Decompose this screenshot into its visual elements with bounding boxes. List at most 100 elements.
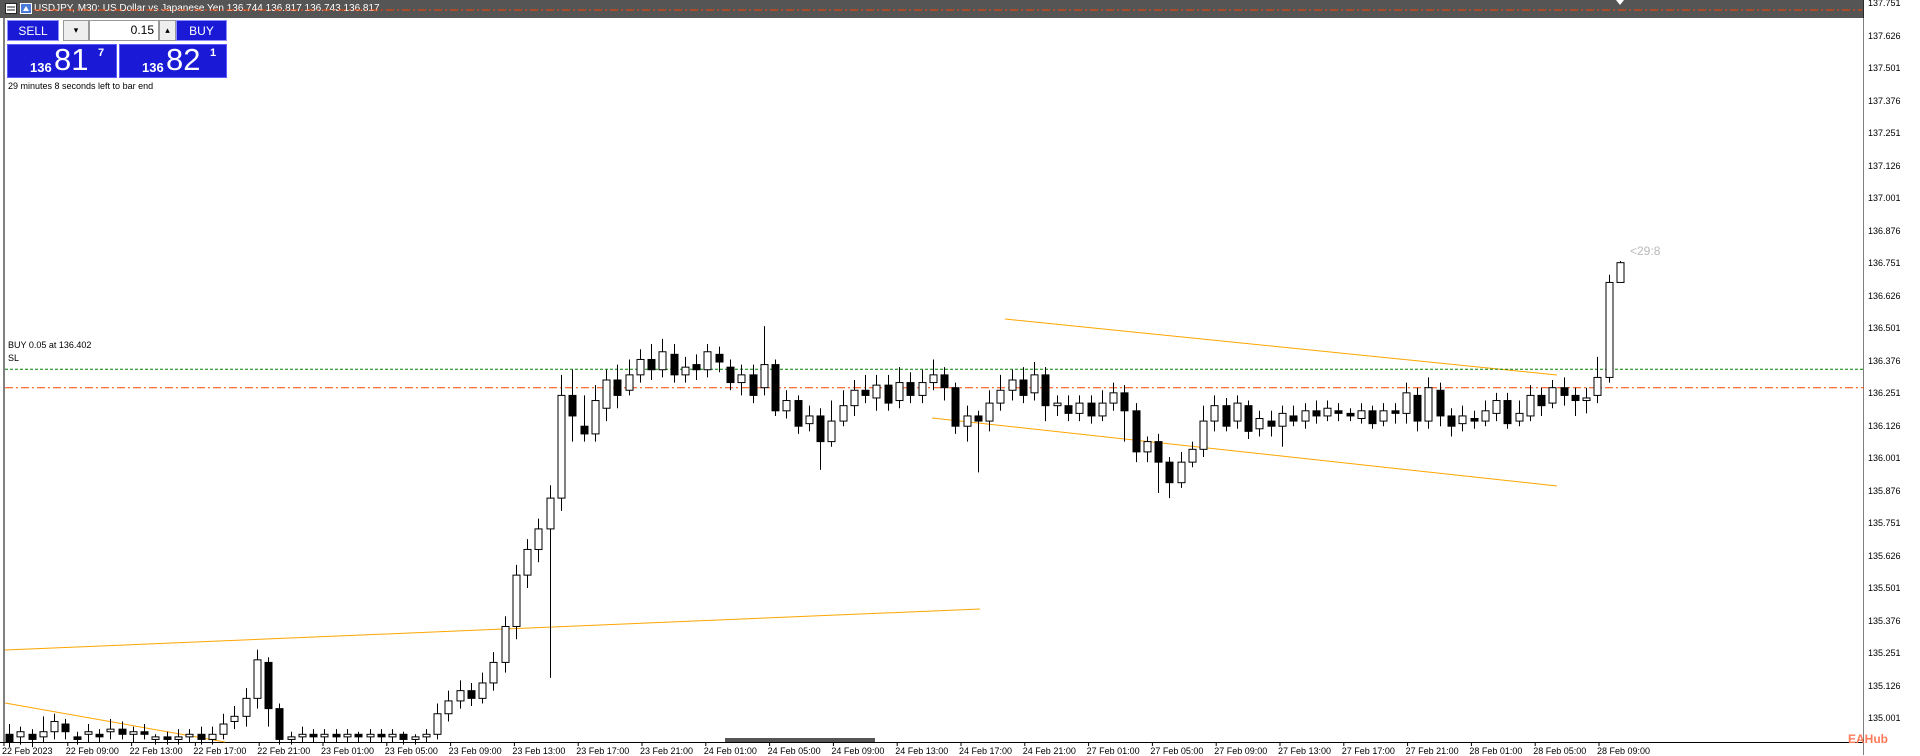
candle-body[interactable] [625,374,634,391]
candle-body[interactable] [1346,412,1355,417]
candle-body[interactable] [726,366,735,384]
candle-body[interactable] [467,690,476,699]
candle-body[interactable] [760,364,769,389]
candle-body[interactable] [129,731,138,735]
candle-body[interactable] [1503,400,1512,425]
candle-body[interactable] [50,720,59,733]
candle-body[interactable] [1548,387,1557,404]
candle-body[interactable] [354,733,363,738]
candle-body[interactable] [73,736,82,740]
candle-body[interactable] [1233,402,1242,422]
candle-body[interactable] [895,382,904,402]
candle-body[interactable] [512,574,521,627]
candle-body[interactable] [174,736,183,740]
candle-body[interactable] [692,364,701,371]
candle-body[interactable] [816,415,825,443]
candle-body[interactable] [219,723,228,735]
shift-marker-icon[interactable] [1616,0,1624,5]
candle-body[interactable] [1267,420,1276,427]
candle-body[interactable] [118,728,127,735]
candle-body[interactable] [197,733,206,740]
candle-body[interactable] [264,661,273,710]
candle-body[interactable] [1436,389,1445,417]
candle-body[interactable] [320,733,329,738]
candle-body[interactable] [1391,410,1400,414]
candle-body[interactable] [715,353,724,363]
buy-price-quote[interactable]: 136 82 1 [119,42,227,78]
candle-body[interactable] [1087,402,1096,417]
candle-body[interactable] [850,389,859,407]
sell-button[interactable]: SELL [7,20,59,41]
candle-body[interactable] [1019,379,1028,396]
candle-body[interactable] [1616,262,1625,283]
candle-body[interactable] [951,387,960,427]
candle-body[interactable] [456,690,465,702]
candle-body[interactable] [1526,394,1535,417]
candle-body[interactable] [1255,418,1264,430]
candle-body[interactable] [1154,441,1163,463]
candle-body[interactable] [918,382,927,396]
candle-body[interactable] [647,358,656,371]
candle-body[interactable] [1605,281,1614,378]
candle-body[interactable] [805,415,814,425]
candle-body[interactable] [1041,374,1050,407]
candle-body[interactable] [963,415,972,427]
candle-body[interactable] [523,548,532,576]
candle-body[interactable] [636,358,645,376]
candle-body[interactable] [985,402,994,422]
candle-body[interactable] [309,733,318,738]
candle-body[interactable] [1481,410,1490,422]
candle-body[interactable] [1177,461,1186,484]
candle-body[interactable] [388,733,397,738]
candle-body[interactable] [1402,392,1411,414]
candle-body[interactable] [1064,405,1073,414]
candle-body[interactable] [399,733,408,740]
candle-body[interactable] [737,374,746,384]
candle-body[interactable] [298,733,307,738]
candle-body[interactable] [1075,402,1084,414]
candle-body[interactable] [1492,400,1501,414]
candle-body[interactable] [1120,392,1129,412]
chart-window-icon[interactable] [5,3,17,14]
candle-body[interactable] [433,713,442,735]
candle-body[interactable] [557,394,566,499]
candle-body[interactable] [827,420,836,443]
candle-body[interactable] [974,415,983,422]
candle-body[interactable] [185,733,194,738]
candle-body[interactable] [1334,410,1343,414]
candle-body[interactable] [1301,410,1310,422]
candle-body[interactable] [1030,374,1039,394]
one-click-trading-icon[interactable] [20,3,32,14]
candle-body[interactable] [444,700,453,715]
candle-body[interactable] [1593,376,1602,396]
candle-body[interactable] [794,400,803,427]
candle-body[interactable] [940,374,949,389]
candle-body[interactable] [1289,415,1298,422]
candle-body[interactable] [534,528,543,550]
candle-body[interactable] [1199,420,1208,450]
candle-body[interactable] [681,366,690,376]
candle-body[interactable] [929,374,938,384]
candle-body[interactable] [411,736,420,740]
price-axis[interactable] [1864,0,1920,755]
candle-body[interactable] [1132,410,1141,453]
volume-decrease-button[interactable]: ▾ [63,20,89,41]
candle-body[interactable] [478,682,487,699]
candle-body[interactable] [1458,415,1467,425]
candle-body[interactable] [366,733,375,738]
candle-body[interactable] [163,736,172,740]
candle-body[interactable] [658,351,667,371]
candle-body[interactable] [1165,461,1174,484]
candle-body[interactable] [1560,387,1569,396]
candle-body[interactable] [61,723,70,733]
candle-body[interactable] [568,394,577,417]
candle-body[interactable] [1582,397,1591,402]
candle-body[interactable] [1008,379,1017,391]
candle-body[interactable] [275,708,284,740]
stop-loss-label[interactable]: SL [8,353,20,363]
candle-body[interactable] [16,731,25,738]
candle-body[interactable] [839,405,848,422]
candle-body[interactable] [140,731,149,735]
volume-input[interactable]: 0.15 [89,20,159,41]
